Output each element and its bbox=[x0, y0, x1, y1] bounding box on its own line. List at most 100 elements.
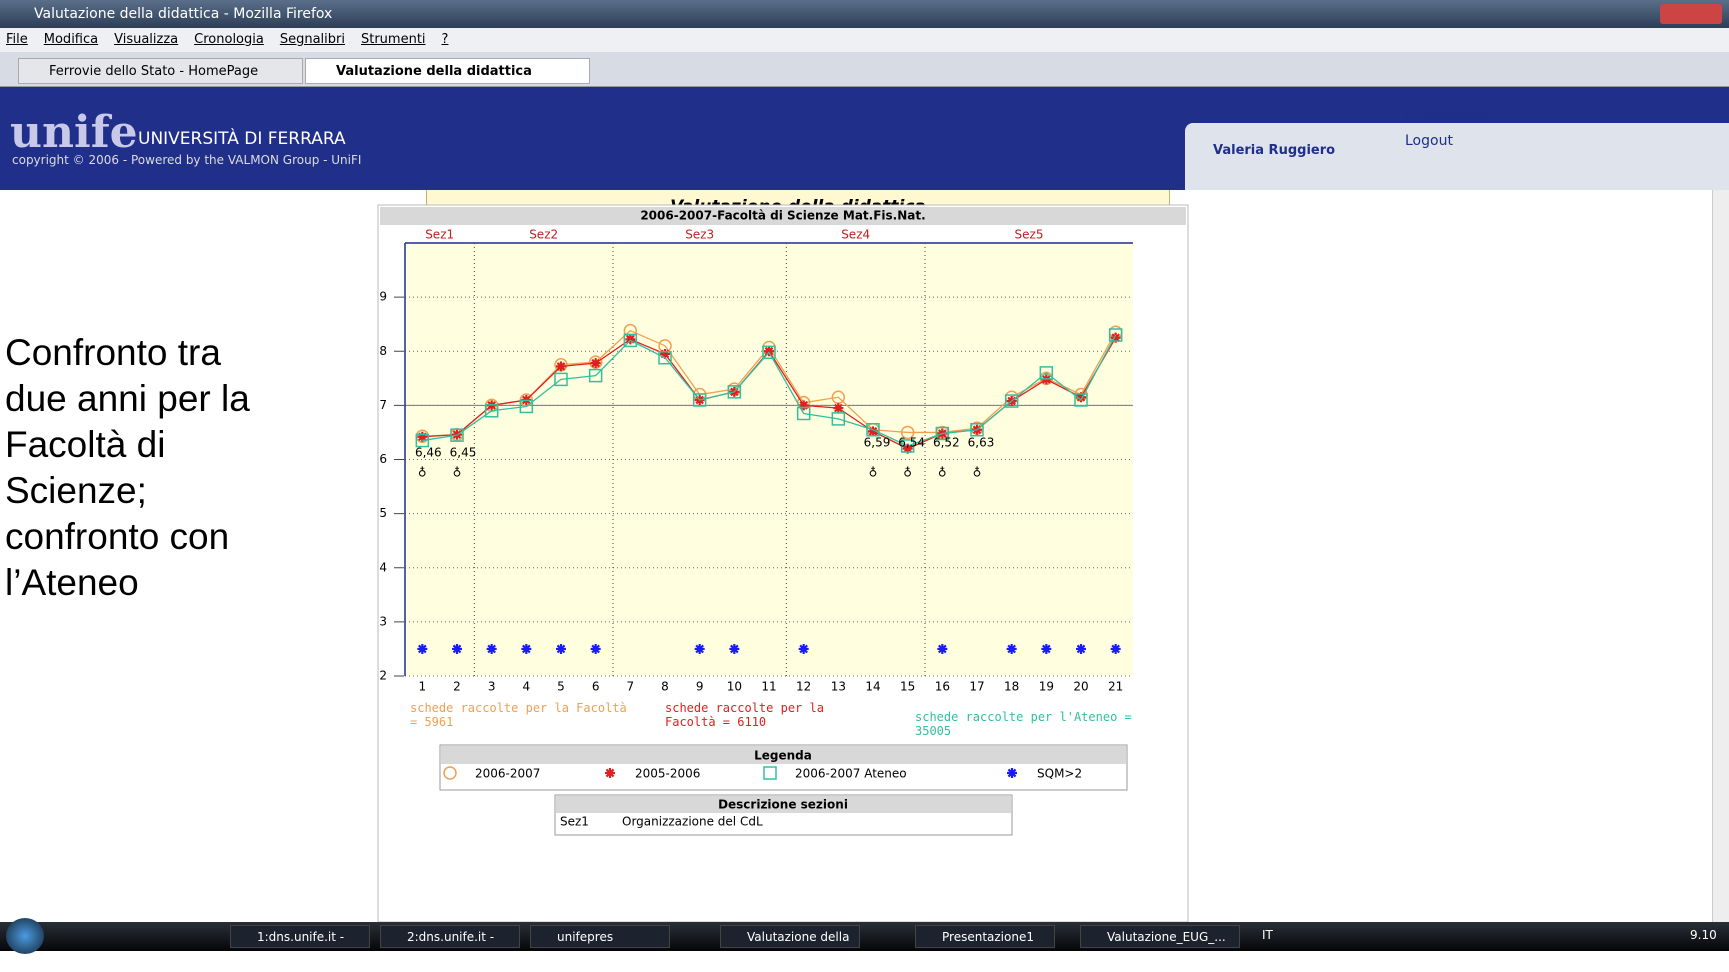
x-tick-label: 19 bbox=[1039, 680, 1054, 694]
tab[interactable]: Ferrovie dello Stato - HomePage bbox=[18, 58, 303, 84]
y-tick-label: 5 bbox=[379, 506, 387, 520]
link[interactable]: Logout bbox=[1405, 133, 1453, 149]
language: IT bbox=[1262, 928, 1273, 942]
start-button[interactable] bbox=[6, 918, 44, 954]
x-tick-label: 9 bbox=[696, 680, 704, 694]
annotation-icon: ♁ bbox=[938, 466, 947, 480]
menu-item[interactable]: File bbox=[6, 32, 28, 47]
scrollbar[interactable] bbox=[1712, 190, 1729, 922]
legend-marker bbox=[763, 766, 777, 780]
sections-title: Descrizione sezioni bbox=[718, 798, 848, 812]
legend-header bbox=[441, 746, 1126, 764]
taskbar-item[interactable]: Presentazione1 bbox=[915, 925, 1055, 948]
section-label: Sez2 bbox=[529, 228, 558, 242]
legend-marker bbox=[443, 766, 457, 780]
point bbox=[866, 422, 880, 437]
x-tick-label: 4 bbox=[523, 680, 531, 694]
annotation-icon: ♁ bbox=[903, 466, 912, 480]
point bbox=[590, 643, 601, 654]
point bbox=[1110, 332, 1121, 343]
annotation: 6,54 bbox=[898, 436, 925, 450]
menu-item[interactable]: Modifica bbox=[43, 32, 99, 47]
point bbox=[415, 433, 430, 448]
y-tick-label: 6 bbox=[379, 452, 387, 466]
annotation: 6,45 bbox=[450, 446, 477, 460]
section-code: Sez1 bbox=[560, 815, 589, 829]
point bbox=[937, 643, 948, 654]
point bbox=[658, 350, 672, 365]
taskbar-item[interactable]: unifepres bbox=[530, 925, 670, 948]
taskbar: 1:dns.unife.it - dn... 2:dns.unife.it - d… bbox=[0, 918, 1729, 967]
legend-label: 2006-2007 bbox=[475, 767, 540, 781]
point bbox=[729, 643, 740, 654]
point bbox=[450, 428, 464, 442]
taskbar-item[interactable]: 2:dns.unife.it - dn... bbox=[380, 925, 520, 967]
x-tick-label: 17 bbox=[969, 680, 984, 694]
point bbox=[625, 334, 636, 345]
y-tick-label: 9 bbox=[379, 290, 387, 304]
point bbox=[452, 643, 462, 654]
side-text: Confronto tra due anni per la Facoltà di Sc… bbox=[5, 330, 250, 606]
annotation: 6,63 bbox=[968, 436, 995, 450]
annotation-icon: ♁ bbox=[869, 466, 878, 480]
section-desc: Organizzazione del CdL bbox=[622, 815, 763, 829]
menu-item[interactable]: Visualizza bbox=[114, 32, 179, 47]
point bbox=[1074, 393, 1088, 407]
point bbox=[623, 333, 638, 348]
menu-item[interactable]: ? bbox=[441, 32, 449, 47]
point bbox=[590, 358, 601, 369]
y-tick-label: 2 bbox=[379, 669, 387, 683]
point bbox=[417, 643, 428, 654]
point bbox=[762, 345, 776, 360]
point bbox=[727, 385, 742, 399]
point bbox=[1039, 366, 1054, 380]
note: schede raccolte per la Facoltà = 6110 bbox=[665, 701, 824, 729]
legend-label: 2006-2007 Ateneo bbox=[795, 767, 907, 781]
point bbox=[1041, 643, 1052, 654]
point bbox=[556, 643, 566, 654]
annotation: 6,46 bbox=[415, 446, 442, 460]
point bbox=[935, 426, 950, 441]
point bbox=[484, 404, 499, 418]
x-tick-label: 18 bbox=[1004, 680, 1019, 694]
note: schede raccolte per la Facoltà = 5961 bbox=[410, 701, 627, 729]
menu-item[interactable]: Segnalibri bbox=[279, 32, 345, 47]
point bbox=[694, 643, 705, 654]
point bbox=[692, 393, 707, 407]
point bbox=[902, 443, 913, 454]
taskbar-item[interactable]: Valutazione della ... bbox=[720, 925, 860, 967]
side-line: due anni per la bbox=[5, 378, 250, 419]
y-tick-label: 3 bbox=[379, 614, 387, 628]
annotation: 6,59 bbox=[864, 436, 891, 450]
sections-header bbox=[556, 796, 1011, 813]
point bbox=[556, 361, 566, 372]
menu-item[interactable]: Cronologia bbox=[194, 32, 264, 47]
point bbox=[1076, 643, 1086, 654]
y-tick-label: 4 bbox=[379, 560, 387, 574]
point bbox=[660, 348, 670, 359]
taskbar-item[interactable]: 1:dns.unife.it - dn... bbox=[230, 925, 370, 967]
annotation: 6,52 bbox=[933, 436, 960, 450]
window-title: Valutazione della didattica - Mozilla Fi… bbox=[34, 6, 333, 22]
point bbox=[1004, 394, 1019, 408]
point bbox=[764, 346, 774, 357]
x-tick-label: 7 bbox=[627, 680, 635, 694]
series-line bbox=[422, 334, 1117, 447]
point bbox=[1108, 328, 1123, 342]
annotation-icon: ♁ bbox=[418, 466, 427, 480]
point bbox=[588, 368, 603, 383]
taskbar-item[interactable]: Valutazione_EUG_... bbox=[1080, 925, 1240, 948]
x-tick-label: 16 bbox=[935, 680, 950, 694]
user-name: Valeria Ruggiero bbox=[1213, 143, 1336, 158]
point bbox=[798, 643, 809, 654]
x-tick-label: 10 bbox=[727, 680, 742, 694]
x-tick-label: 20 bbox=[1073, 680, 1088, 694]
tab[interactable]: Valutazione della didattica bbox=[305, 58, 590, 84]
x-tick-label: 3 bbox=[488, 680, 496, 694]
side-line: confronto con bbox=[5, 516, 230, 557]
window-controls[interactable] bbox=[1660, 4, 1722, 24]
menu-item[interactable]: Strumenti bbox=[360, 32, 426, 47]
annotation-icon: ♁ bbox=[973, 466, 982, 480]
link[interactable]: Impostazioni bbox=[1405, 107, 1495, 123]
section-label: Sez1 bbox=[425, 228, 454, 242]
